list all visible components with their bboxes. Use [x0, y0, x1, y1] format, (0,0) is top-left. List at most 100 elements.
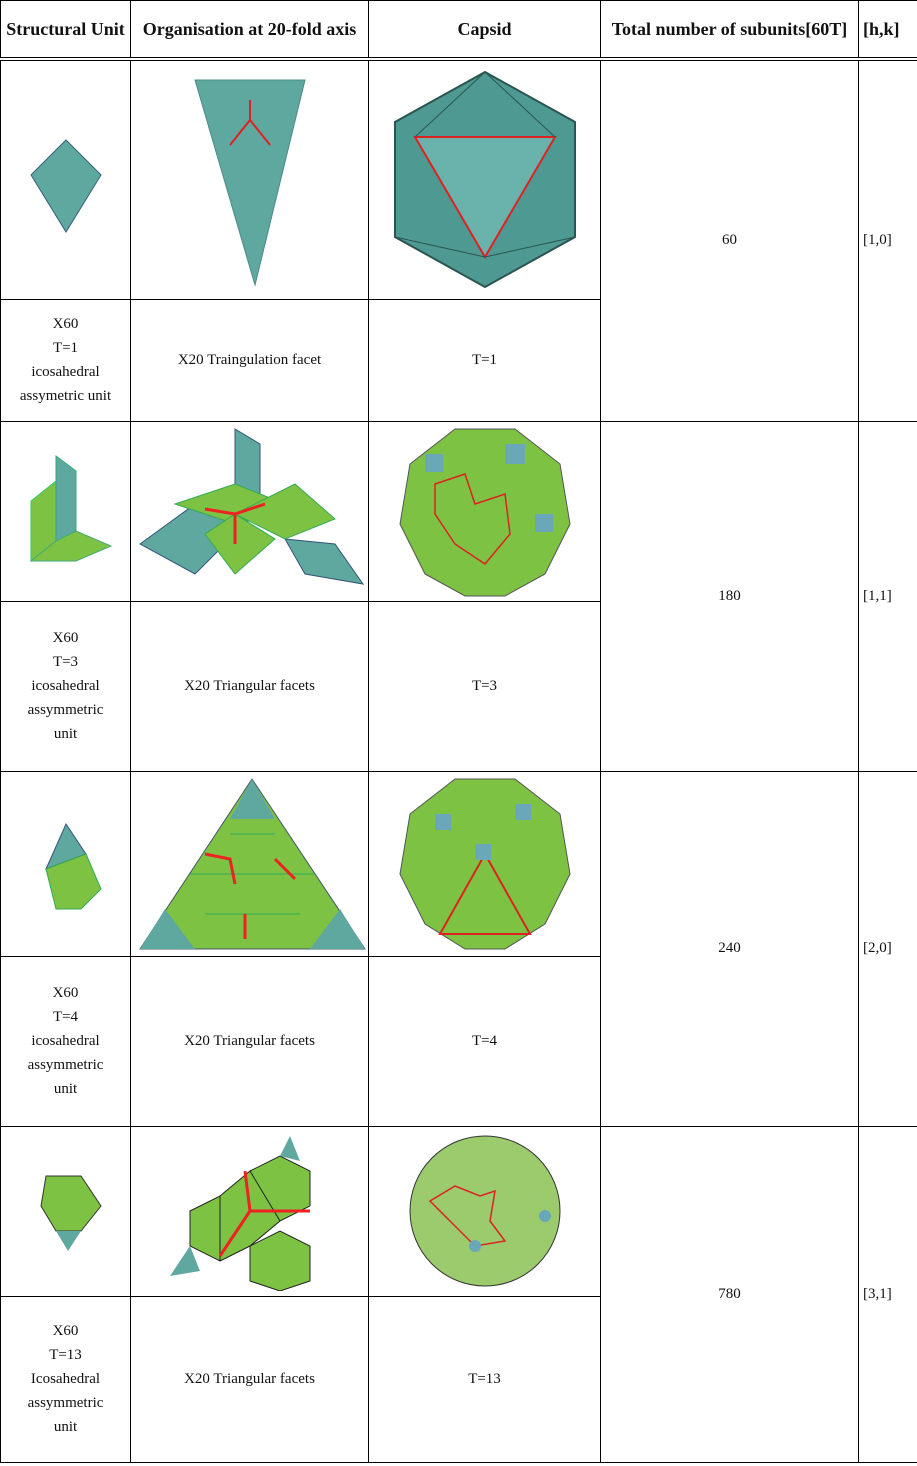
organisation-cell: X20 Triangular facets — [130, 1295, 369, 1463]
shape — [218, 1170, 310, 1257]
table-row: X60 T=1 icosahedral assymetric unit X20 Tra… — [0, 298, 917, 422]
shape — [398, 778, 571, 949]
shape — [412, 136, 557, 260]
shape — [55, 1231, 81, 1251]
shape — [204, 852, 297, 939]
hk-cell: [3,1] — [858, 1125, 917, 1463]
text-line: assymmetric — [27, 1395, 104, 1411]
capsid-image — [409, 1135, 560, 1287]
header-cell: Total number of subunits[60T] — [600, 0, 859, 61]
hk-cell: [1,1] — [858, 420, 917, 772]
capsid-image — [398, 778, 571, 949]
table-row: X60 T=13 Icosahedral assymmetric unit X20 Tr… — [0, 1295, 917, 1463]
header-row: Structural Unit Organisation at 20-fold … — [0, 0, 917, 61]
facet-image — [139, 777, 366, 949]
text-line: assymmetric — [27, 1057, 104, 1073]
image-cell — [368, 770, 601, 957]
hk-cell: [1,0] — [858, 58, 917, 422]
shape — [55, 455, 76, 542]
text-line: unit — [53, 726, 78, 742]
capsid-image — [398, 428, 571, 596]
text-line: X60 — [52, 630, 79, 646]
shape — [193, 79, 306, 287]
shape — [140, 908, 195, 949]
text-line: Icosahedral — [30, 1371, 101, 1387]
header-cell: Capsid — [368, 0, 601, 61]
shape — [504, 443, 525, 464]
capsid-cell: T=1 — [368, 298, 601, 422]
total-cell: 180 — [600, 420, 859, 772]
shape — [474, 843, 491, 860]
capsid-cell: T=13 — [368, 1295, 601, 1463]
shape — [204, 512, 276, 575]
structural-image — [44, 822, 102, 909]
capsid-cell: T=4 — [368, 955, 601, 1127]
shape — [284, 537, 365, 585]
image-cell — [0, 770, 131, 957]
shape — [29, 139, 102, 233]
shape — [190, 833, 315, 914]
organisation-cell: X20 Triangular facets — [130, 600, 369, 772]
header-cell: [h,k] — [858, 0, 917, 61]
organisation-cell: X20 Triangular facets — [130, 955, 369, 1127]
total-cell: 240 — [600, 770, 859, 1127]
shape — [534, 513, 553, 532]
shape — [44, 852, 102, 909]
hk-cell: [2,0] — [858, 770, 917, 1127]
image-cell — [368, 1125, 601, 1297]
text-line: X60 — [52, 1323, 79, 1339]
structural-unit-cell: X60 T=4 icosahedral assymmetric unit — [0, 955, 131, 1127]
total-cell: 780 — [600, 1125, 859, 1463]
shape — [233, 482, 336, 540]
shape — [169, 1246, 200, 1276]
organisation-cell: X20 Traingulation facet — [130, 298, 369, 422]
image-cell — [0, 420, 131, 602]
shape — [204, 502, 266, 544]
shape — [434, 813, 451, 830]
image-cell — [130, 770, 369, 957]
shape — [437, 851, 532, 935]
table-row: 240 [2,0] — [0, 770, 917, 1127]
image-cell — [368, 58, 601, 300]
text-line: X60 — [52, 316, 79, 332]
text-line: icosahedral — [31, 364, 100, 380]
text-line: X60 — [52, 985, 79, 1001]
facet-image — [169, 1136, 310, 1291]
facet-image — [139, 427, 365, 585]
table-row: 780 [3,1] — [0, 1125, 917, 1463]
shape — [433, 472, 511, 565]
shape — [538, 1210, 551, 1222]
image-cell — [368, 420, 601, 602]
shape — [230, 778, 275, 819]
shape — [249, 1230, 310, 1291]
structural-unit-cell: X60 T=1 icosahedral assymetric unit — [0, 298, 131, 422]
capsid-cell: T=3 — [368, 600, 601, 772]
text-line: T=4 — [52, 1009, 79, 1025]
facet-image — [193, 79, 306, 287]
text-line: icosahedral — [31, 678, 100, 694]
table-row: X60 T=4 icosahedral assymmetric unit X20 Tri… — [0, 955, 917, 1127]
shape — [228, 99, 271, 146]
image-cell — [130, 420, 369, 602]
structural-image — [39, 1175, 102, 1251]
table-row: 180 [1,1] — [0, 420, 917, 772]
total-cell: 60 — [600, 58, 859, 422]
structural-unit-cell: X60 T=3 icosahedral assymmetric unit — [0, 600, 131, 772]
shape — [29, 530, 112, 562]
image-cell — [130, 58, 369, 300]
text-line: assymmetric — [27, 702, 104, 718]
capsid-image — [393, 71, 576, 289]
image-cell — [130, 1125, 369, 1297]
structural-unit-cell: X60 T=13 Icosahedral assymmetric unit — [0, 1295, 131, 1463]
header-cell: Organisation at 20-fold axis — [130, 0, 369, 61]
shape — [514, 803, 531, 820]
shape — [424, 453, 443, 472]
text-line: assymetric unit — [19, 388, 112, 404]
table-row: X60 T=3 icosahedral assymmetric unit X20 Tri… — [0, 600, 917, 772]
shape — [468, 1240, 481, 1252]
image-cell — [0, 58, 131, 300]
structural-image — [29, 455, 112, 563]
shape — [310, 908, 365, 949]
